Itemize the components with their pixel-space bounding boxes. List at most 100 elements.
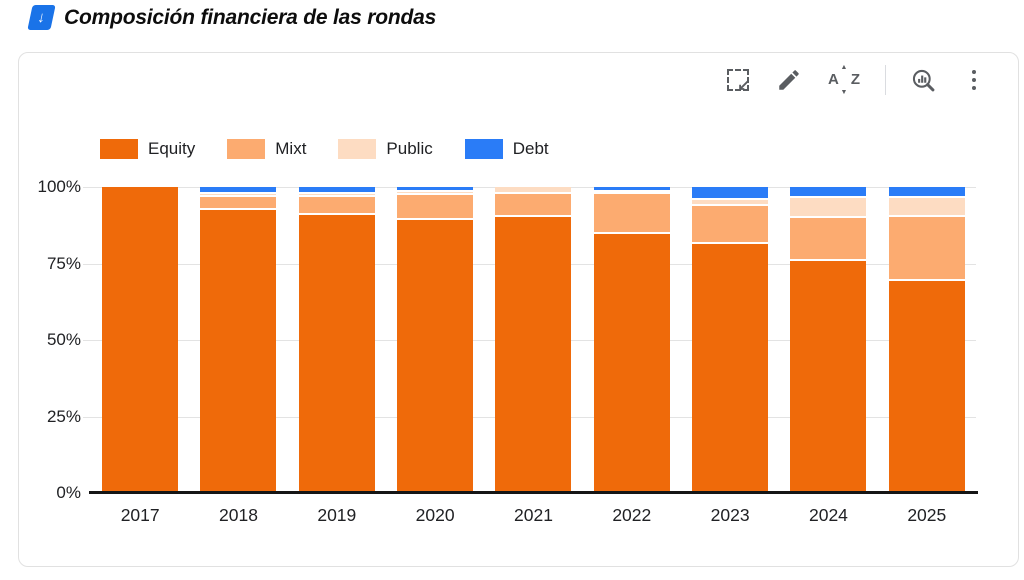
toolbar-divider [885, 65, 886, 95]
legend-item-equity: Equity [100, 139, 195, 159]
bar-slot-2024 [779, 187, 877, 493]
segment-mixt[interactable] [200, 194, 277, 209]
marquee-select-icon[interactable]: ↙ [724, 66, 752, 94]
segment-mixt[interactable] [692, 203, 769, 243]
x-tick-label: 2017 [120, 505, 160, 525]
segment-debt[interactable] [593, 187, 670, 191]
segment-debt[interactable] [790, 187, 867, 197]
chart-card[interactable]: ↙ ▲ A Z ▼ [18, 52, 1019, 567]
segment-debt[interactable] [692, 187, 769, 198]
segment-equity[interactable] [593, 231, 670, 493]
stacked-bar-2025[interactable] [888, 187, 965, 493]
legend-label: Debt [512, 139, 549, 158]
stacked-bar-2022[interactable] [593, 187, 670, 493]
segment-mixt[interactable] [888, 214, 965, 279]
blue-down-arrow-icon: ↓ [27, 5, 56, 30]
legend-label: Mixt [275, 139, 307, 158]
segment-public[interactable] [298, 191, 375, 195]
stacked-bar-2024[interactable] [790, 187, 867, 493]
sort-down-triangle: ▼ [840, 89, 848, 96]
segment-equity[interactable] [200, 208, 277, 493]
page-header: ↓ Composición financiera de las rondas [27, 5, 437, 30]
segment-equity[interactable] [790, 258, 867, 493]
legend-chip-equity [100, 139, 138, 159]
segment-public[interactable] [790, 196, 867, 217]
segment-public[interactable] [200, 191, 277, 195]
segment-equity[interactable] [495, 214, 572, 493]
stacked-bar-2017[interactable] [102, 187, 179, 493]
bar-slot-2020 [386, 187, 484, 493]
segment-equity[interactable] [298, 212, 375, 493]
dashed-selection-box [727, 69, 749, 91]
stacked-bar-2021[interactable] [495, 187, 572, 493]
x-tick-label: 2025 [907, 505, 947, 525]
y-tick-label: 100% [37, 177, 81, 196]
segment-public[interactable] [397, 190, 474, 194]
segment-debt[interactable] [397, 187, 474, 191]
legend-label: Equity [148, 139, 196, 158]
x-tick-label: 2019 [317, 505, 357, 525]
segment-equity[interactable] [888, 278, 965, 493]
segment-mixt[interactable] [495, 191, 572, 215]
legend-item-mixt: Mixt [227, 139, 306, 159]
select-arrow-glyph: ↙ [737, 77, 750, 94]
plot-area[interactable] [83, 187, 976, 493]
y-tick-label: 25% [46, 406, 81, 426]
bars [91, 187, 976, 493]
x-tick-label: 2020 [415, 505, 455, 525]
down-arrow-glyph: ↓ [35, 9, 48, 26]
edit-pencil-icon[interactable] [775, 66, 803, 94]
sort-up-triangle: ▲ [840, 64, 848, 71]
sort-az-icon[interactable]: ▲ A Z ▼ [826, 64, 862, 96]
chart-legend: Equity Mixt Public Debt [100, 139, 549, 159]
legend-chip-public [338, 139, 377, 159]
legend-item-debt: Debt [464, 139, 549, 159]
segment-debt[interactable] [200, 187, 277, 192]
bar-slot-2018 [189, 187, 287, 493]
x-tick-label: 2021 [514, 505, 553, 525]
stacked-bar-2018[interactable] [200, 187, 277, 493]
y-tick-label: 75% [46, 253, 81, 273]
segment-mixt[interactable] [298, 194, 375, 213]
stacked-bar-2023[interactable] [692, 187, 769, 493]
segment-public[interactable] [888, 196, 965, 215]
legend-label: Public [386, 139, 433, 158]
x-axis-labels: 2017 2018 2019 2020 2021 2022 2023 2024 2025 [91, 505, 976, 526]
x-tick-label: 2018 [219, 505, 258, 525]
segment-equity[interactable] [692, 242, 769, 493]
y-tick-label: 50% [46, 330, 81, 349]
stacked-bar-2019[interactable] [298, 187, 375, 493]
x-axis-line [89, 491, 978, 494]
x-tick-label: 2022 [612, 505, 652, 525]
segment-mixt[interactable] [593, 192, 670, 232]
legend-chip-debt [464, 139, 503, 159]
segment-debt[interactable] [888, 187, 965, 197]
segment-mixt[interactable] [790, 216, 867, 259]
segment-public[interactable] [495, 187, 572, 192]
segment-debt[interactable] [298, 187, 375, 192]
bar-slot-2017 [91, 187, 189, 493]
bar-slot-2025 [878, 187, 976, 493]
segment-equity[interactable] [397, 217, 474, 493]
bar-slot-2023 [681, 187, 779, 493]
x-tick-label: 2024 [808, 505, 848, 525]
page-title: Composición financiera de las rondas [64, 5, 437, 29]
stacked-bar-2020[interactable] [397, 187, 474, 493]
sort-letter-a: A [828, 71, 839, 88]
explore-chart-icon[interactable] [909, 66, 937, 94]
bar-slot-2021 [484, 187, 582, 493]
chart-toolbar: ↙ ▲ A Z ▼ [724, 63, 988, 97]
segment-mixt[interactable] [397, 193, 474, 218]
sort-letter-z: Z [850, 71, 860, 88]
x-tick-label: 2023 [710, 505, 750, 525]
y-tick-label: 0% [56, 483, 81, 502]
segment-equity[interactable] [102, 187, 179, 493]
segment-public[interactable] [593, 190, 670, 193]
legend-chip-mixt [227, 139, 266, 159]
y-axis-labels: 100% 75% 50% 25% 0% [19, 177, 81, 502]
bar-slot-2019 [288, 187, 386, 493]
more-vertical-icon[interactable] [960, 66, 988, 94]
bar-slot-2022 [583, 187, 681, 493]
legend-item-public: Public [338, 139, 433, 159]
segment-public[interactable] [692, 197, 769, 204]
